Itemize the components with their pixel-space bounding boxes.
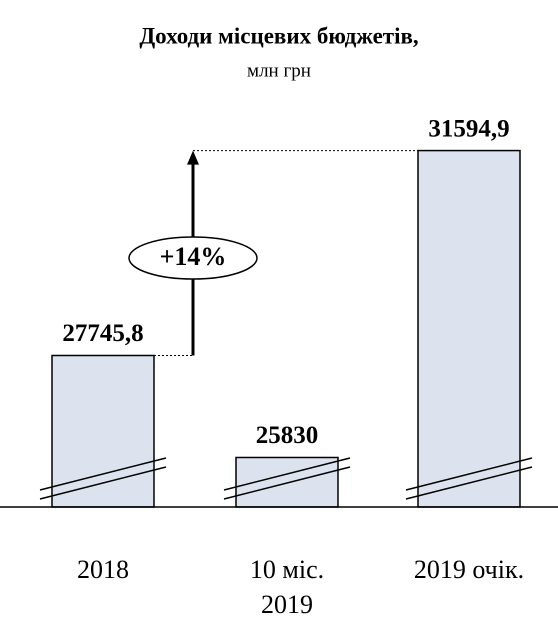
value-label: 31594,9 bbox=[428, 115, 509, 142]
axis-break bbox=[223, 457, 351, 491]
x-tick-label: 2018 bbox=[77, 555, 129, 584]
chart-subtitle: млн грн bbox=[247, 60, 311, 81]
axis-break bbox=[223, 466, 351, 500]
annotation: +14% bbox=[160, 242, 227, 271]
x-tick-label: 10 міс. 2019 bbox=[249, 555, 325, 619]
bar bbox=[51, 354, 155, 508]
axis-break bbox=[405, 457, 533, 491]
axis-break bbox=[39, 457, 167, 491]
value-label: 27745,8 bbox=[62, 320, 143, 347]
chart-title: Доходи місцевих бюджетів, bbox=[139, 23, 418, 48]
bar bbox=[417, 149, 521, 508]
arrow-head bbox=[187, 150, 199, 165]
axis-break bbox=[405, 466, 533, 500]
value-label: 25830 bbox=[256, 422, 319, 449]
x-tick-label: 2019 очік. bbox=[413, 555, 525, 584]
annotation-ellipse bbox=[128, 236, 258, 280]
axis-break bbox=[39, 466, 167, 500]
